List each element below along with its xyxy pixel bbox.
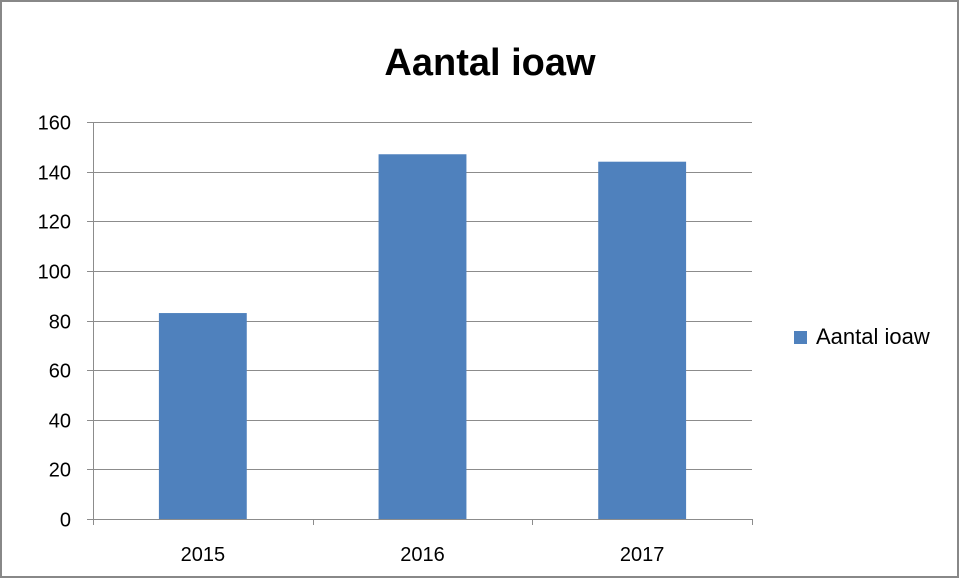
bar-2017 bbox=[598, 161, 687, 519]
x-tick-label: 2016 bbox=[400, 544, 445, 566]
y-tick-label: 160 bbox=[38, 113, 71, 135]
y-tick-labels: 0 20 40 60 80 100 120 140 160 bbox=[38, 113, 71, 532]
bar-2016 bbox=[378, 154, 467, 519]
y-tick-label: 60 bbox=[49, 361, 71, 383]
y-tick-label: 20 bbox=[49, 460, 71, 482]
y-tick-label: 40 bbox=[49, 411, 71, 433]
y-tick-label: 120 bbox=[38, 212, 71, 234]
bar-2015 bbox=[158, 313, 247, 519]
y-tick-label: 140 bbox=[38, 163, 71, 185]
y-tick-label: 0 bbox=[60, 510, 71, 532]
legend-swatch bbox=[794, 331, 807, 344]
axes bbox=[87, 122, 753, 525]
x-tick-label: 2015 bbox=[181, 544, 226, 566]
legend: Aantal ioaw bbox=[794, 324, 930, 349]
y-tick-label: 80 bbox=[49, 312, 71, 334]
x-tick-label: 2017 bbox=[620, 544, 665, 566]
chart-title: Aantal ioaw bbox=[384, 42, 596, 84]
bars bbox=[158, 154, 687, 519]
x-tick-labels: 2015 2016 2017 bbox=[181, 544, 665, 566]
legend-label: Aantal ioaw bbox=[816, 324, 930, 349]
y-tick-label: 100 bbox=[38, 262, 71, 284]
